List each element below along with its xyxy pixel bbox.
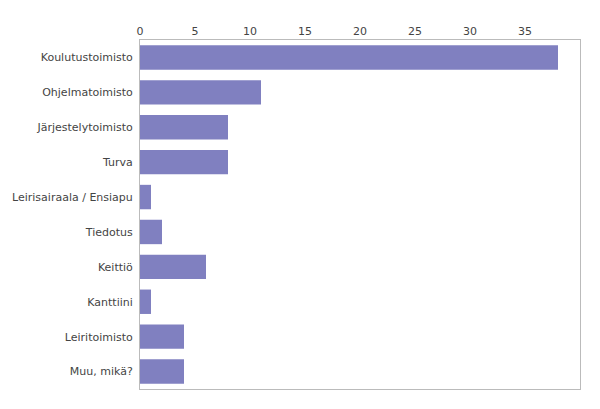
svg-text:30: 30 [463, 25, 477, 38]
svg-text:Leirisairaala / Ensiapu: Leirisairaala / Ensiapu [12, 191, 133, 204]
svg-text:0: 0 [137, 25, 144, 38]
svg-text:Järjestelytoimisto: Järjestelytoimisto [36, 121, 133, 134]
svg-text:Muu, mikä?: Muu, mikä? [70, 365, 133, 378]
svg-text:15: 15 [298, 25, 312, 38]
svg-text:Turva: Turva [102, 156, 133, 169]
svg-text:35: 35 [518, 25, 532, 38]
svg-text:Leiritoimisto: Leiritoimisto [65, 331, 133, 344]
svg-text:20: 20 [353, 25, 367, 38]
svg-text:25: 25 [408, 25, 422, 38]
svg-text:Ohjelmatoimisto: Ohjelmatoimisto [42, 86, 133, 99]
svg-text:Tiedotus: Tiedotus [85, 226, 133, 239]
svg-text:5: 5 [192, 25, 199, 38]
svg-text:Koulutustoimisto: Koulutustoimisto [41, 51, 133, 64]
svg-text:10: 10 [243, 25, 257, 38]
svg-text:Keittiö: Keittiö [98, 261, 133, 274]
svg-text:Kanttiini: Kanttiini [87, 296, 133, 309]
